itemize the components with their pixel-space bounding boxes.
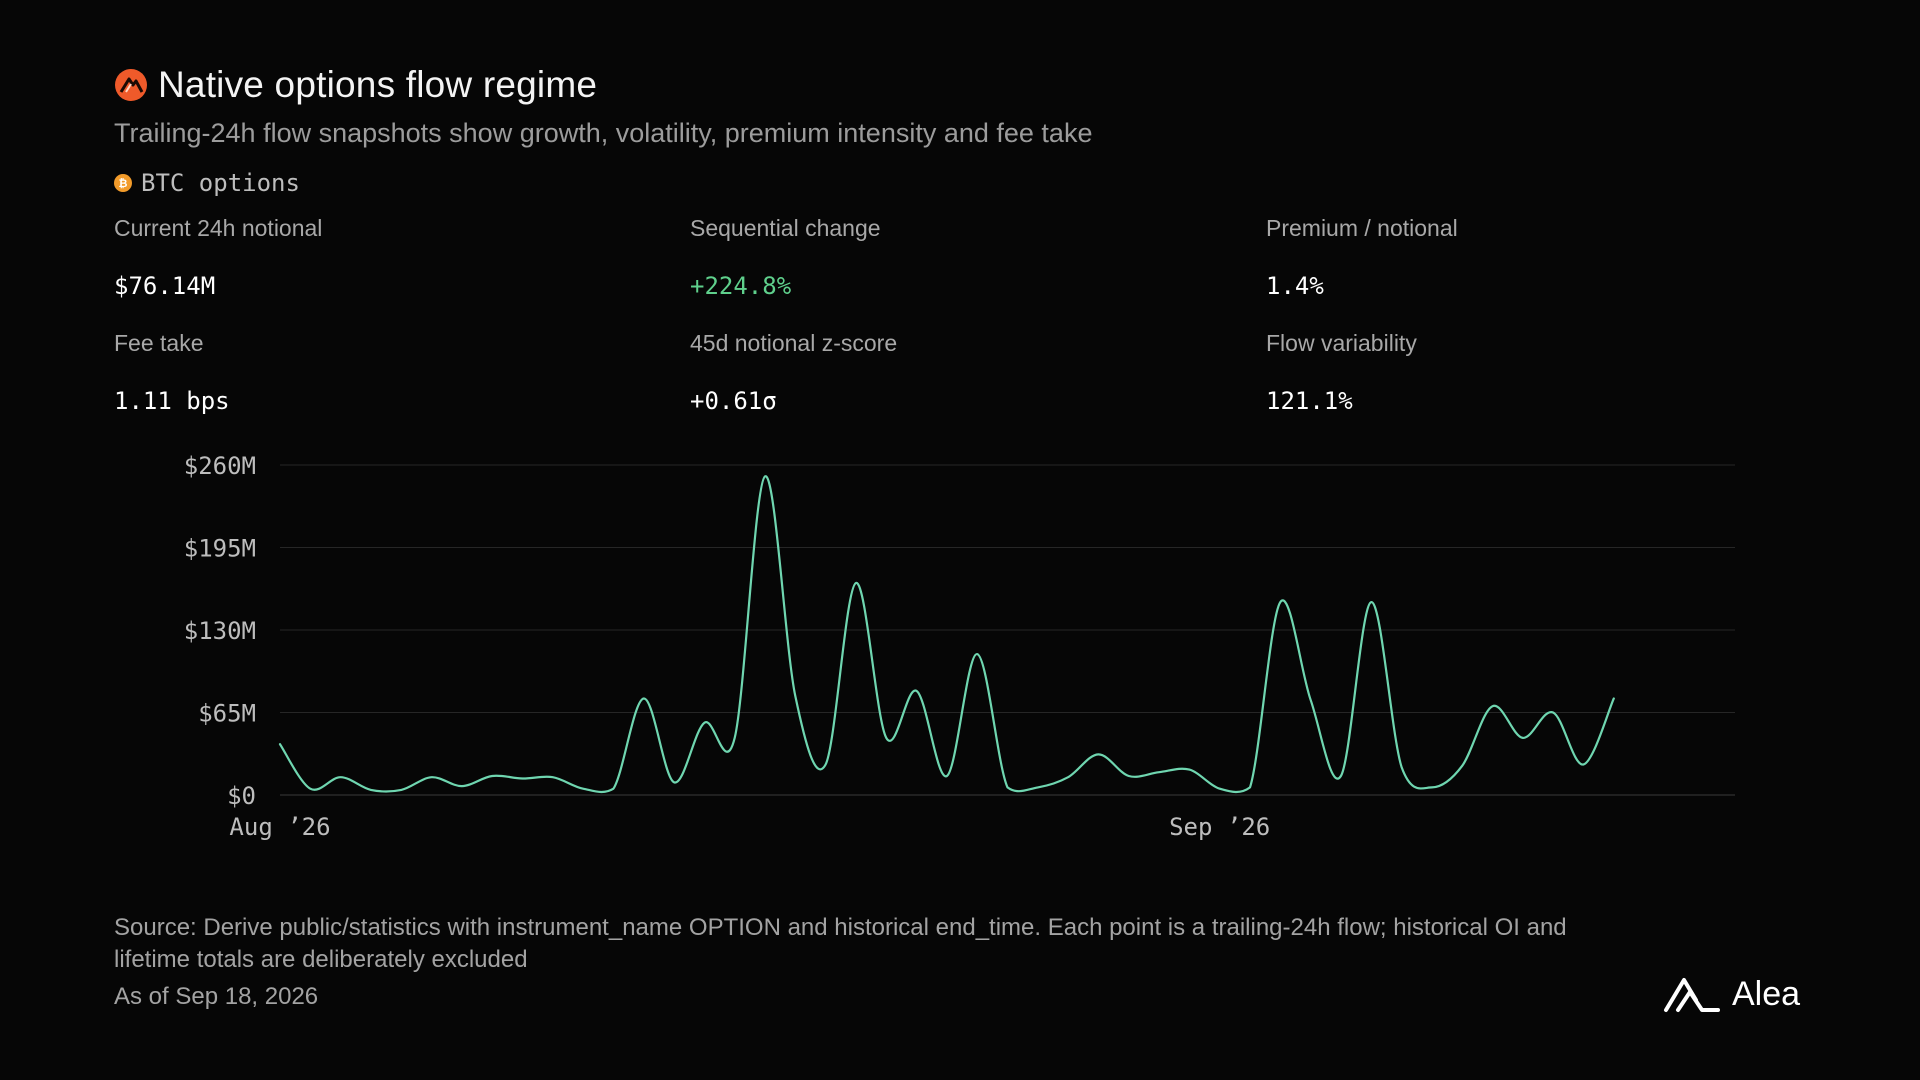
metric-flow-variability: Flow variability 121.1% (1266, 330, 1842, 445)
derive-logo-icon (115, 69, 147, 101)
grid-layer (280, 464, 1735, 796)
metric-value: 1.11 bps (114, 387, 230, 415)
x-axis-ticks: Aug ’26 Sep ’26 (229, 813, 1270, 841)
alea-logo-icon (1664, 978, 1720, 1012)
metric-label: Current 24h notional (114, 215, 323, 241)
metric-value: $76.14M (114, 272, 216, 300)
y-tick-label: $130M (184, 617, 256, 645)
metric-label: Flow variability (1266, 330, 1417, 356)
metric-label: Fee take (114, 330, 204, 356)
metric-premium-notional: Premium / notional 1.4% (1266, 215, 1842, 330)
metric-label: 45d notional z-score (690, 330, 898, 356)
y-tick-label: $65M (198, 700, 256, 728)
brand-block: Alea (1662, 974, 1800, 1014)
chart-header: Native options flow regime Trailing-24h … (114, 64, 1814, 149)
title-row: Native options flow regime (114, 64, 1814, 106)
metrics-grid: Current 24h notional $76.14M Sequential … (114, 215, 1844, 445)
metric-label: Premium / notional (1266, 215, 1458, 241)
metric-label: Sequential change (690, 215, 881, 241)
as-of-date: As of Sep 18, 2026 (114, 983, 319, 1010)
y-tick-label: $0 (227, 782, 256, 810)
x-tick-label: Aug ’26 (229, 813, 330, 841)
page-title: Native options flow regime (158, 64, 598, 105)
bitcoin-icon: ₿ (114, 174, 132, 192)
metric-sequential-change: Sequential change +224.8% (690, 215, 1266, 330)
metric-value: 121.1% (1266, 387, 1353, 415)
asset-label: BTC options (141, 169, 300, 197)
y-axis-ticks: $0 $65M $130M $195M $260M (184, 452, 256, 810)
metric-current-notional: Current 24h notional $76.14M (114, 215, 690, 330)
notional-line-chart: $0 $65M $130M $195M $260M Aug ’26 Sep ’26 (184, 452, 1735, 841)
series-layer (278, 475, 1615, 794)
metric-value: +0.61σ (690, 387, 777, 415)
metric-value: 1.4% (1266, 272, 1324, 300)
series-line (278, 475, 1615, 794)
y-tick-label: $195M (184, 535, 256, 563)
page-subtitle: Trailing-24h flow snapshots show growth,… (114, 118, 1093, 148)
brand-name: Alea (1732, 974, 1801, 1013)
asset-indicator: ₿ BTC options (114, 169, 300, 197)
metric-fee-take: Fee take 1.11 bps (114, 330, 690, 445)
metric-value: +224.8% (690, 272, 792, 300)
y-tick-label: $260M (184, 452, 256, 480)
metric-z-score: 45d notional z-score +0.61σ (690, 330, 1266, 445)
source-note: Source: Derive public/statistics with in… (114, 914, 1567, 973)
x-tick-label: Sep ’26 (1169, 813, 1270, 841)
